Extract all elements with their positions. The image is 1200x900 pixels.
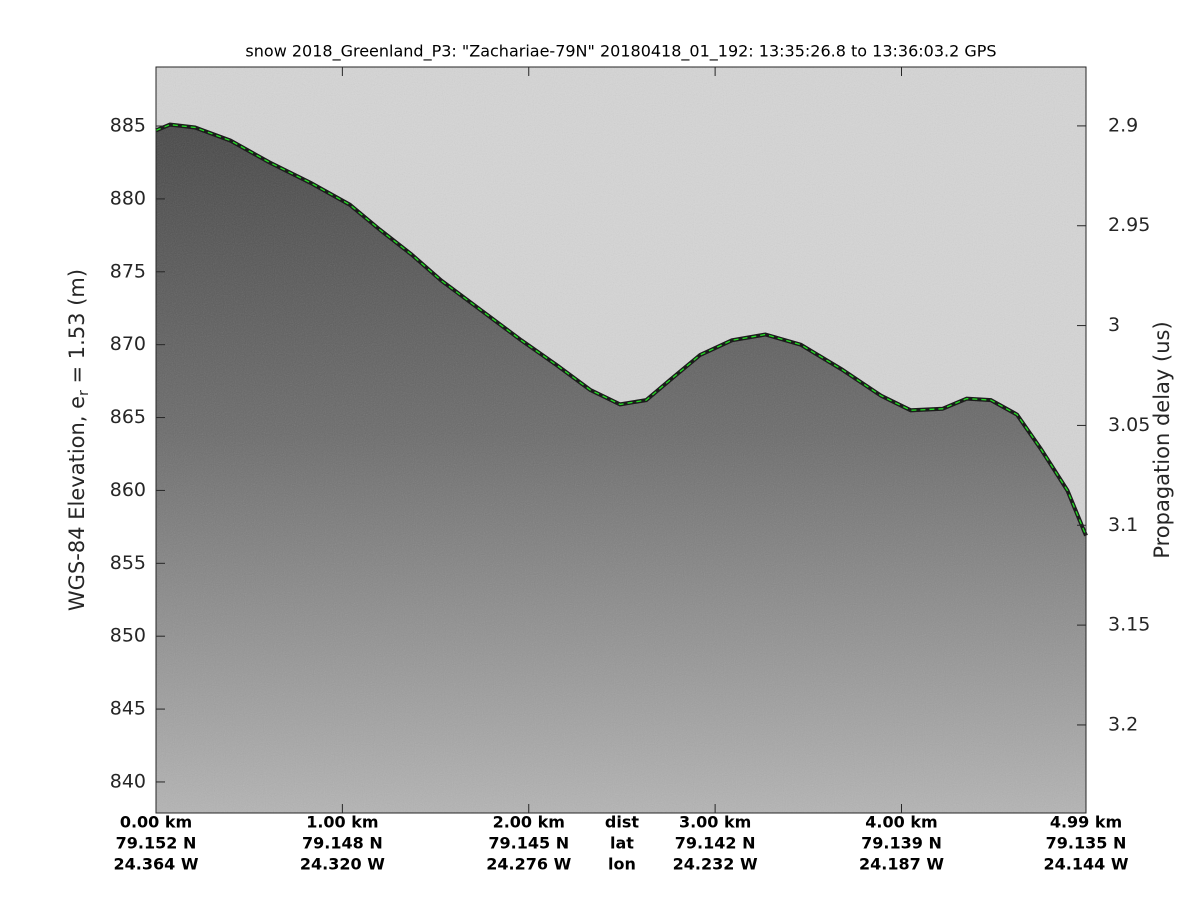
noise-overlay — [156, 67, 1086, 813]
y2-tick-label: 3.15 — [1108, 614, 1150, 636]
x-tick-lat: 79.145 N — [488, 834, 569, 853]
y-tick-label: 850 — [110, 625, 146, 647]
y-tick-label: 865 — [110, 406, 146, 428]
x-tick-lon: 24.144 W — [1044, 855, 1129, 874]
surface-line — [155, 123, 1087, 536]
x-tick-lon: 24.276 W — [486, 855, 571, 874]
x-tick-label: 2.00 km — [493, 813, 565, 832]
y2-tick-label: 3.05 — [1108, 414, 1150, 436]
x-tick-label: 4.00 km — [865, 813, 937, 832]
x-tick-lon: 24.320 W — [300, 855, 385, 874]
x-tick-lon: 24.187 W — [859, 855, 944, 874]
y-label-subscript: r — [76, 390, 92, 396]
y-tick-label: 845 — [110, 698, 146, 720]
y2-tick-label: 3 — [1108, 314, 1120, 336]
x-tick-label: 0.00 km — [120, 813, 192, 832]
axes-box — [155, 66, 1087, 814]
y-label-part: WGS-84 Elevation, e — [65, 396, 89, 611]
x-tick-lon: 24.232 W — [673, 855, 758, 874]
y-tick-label: 875 — [110, 260, 146, 282]
y-tick-label: 860 — [110, 479, 146, 501]
y-axis-label: WGS-84 Elevation, er = 1.53 (m) — [65, 269, 92, 611]
x-tick-lat: 79.148 N — [302, 834, 383, 853]
x-row-name: lat — [610, 834, 634, 853]
x-row-name: dist — [605, 813, 639, 832]
y2-tick-label: 2.9 — [1108, 114, 1138, 136]
y-label-part: = 1.53 (m) — [65, 269, 89, 390]
y-tick-label: 870 — [110, 333, 146, 355]
y2-tick-label: 3.1 — [1108, 514, 1138, 536]
x-row-name: lon — [608, 855, 636, 874]
x-tick-lat: 79.152 N — [116, 834, 197, 853]
y-tick-label: 885 — [110, 115, 146, 137]
x-tick-lat: 79.142 N — [675, 834, 756, 853]
overlay — [155, 122, 1088, 537]
x-tick-label: 3.00 km — [679, 813, 751, 832]
x-tick-label: 1.00 km — [306, 813, 378, 832]
x-tick-label: 4.99 km — [1050, 813, 1122, 832]
y2-tick-label: 3.2 — [1108, 713, 1138, 735]
chart-title: snow 2018_Greenland_P3: "Zachariae-79N" … — [245, 42, 996, 62]
x-tick-lat: 79.135 N — [1046, 834, 1127, 853]
y-tick-label: 840 — [110, 770, 146, 792]
x-tick-lon: 24.364 W — [114, 855, 199, 874]
y2-tick-label: 2.95 — [1108, 214, 1150, 236]
y-tick-label: 880 — [110, 187, 146, 209]
y-tick-label: 855 — [110, 552, 146, 574]
y2-axis-label: Propagation delay (us) — [1150, 321, 1174, 558]
x-tick-lat: 79.139 N — [861, 834, 942, 853]
